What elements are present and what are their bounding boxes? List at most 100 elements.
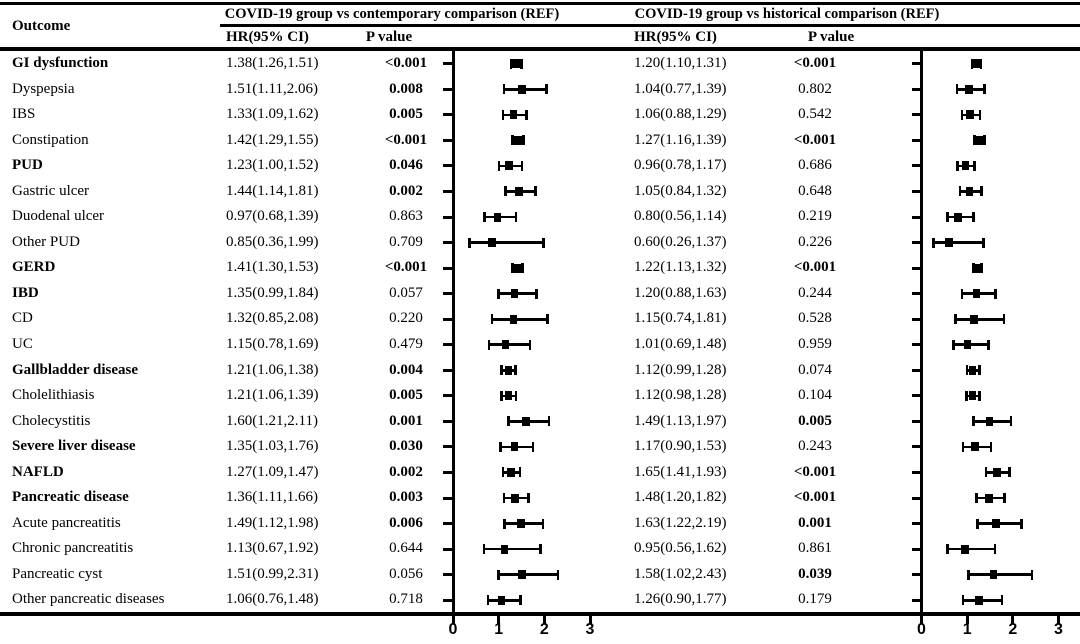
ci-bar (968, 573, 1033, 576)
ci-cap-low (501, 467, 505, 478)
row-axis-tick (443, 368, 453, 372)
ci-cap-high (993, 544, 997, 555)
ci-cap-low (499, 441, 502, 452)
hr-point-marker (961, 544, 969, 554)
ci-cap-high (527, 493, 530, 504)
outcome-label: Other PUD (12, 233, 80, 250)
hr-point-marker (513, 263, 522, 273)
ci-cap-high (541, 518, 545, 529)
hr-point-marker (512, 59, 520, 69)
ci-cap-high (971, 212, 975, 223)
hr-ci-value: 1.49(1.13,1.97) (634, 412, 727, 429)
outcome-label: Other pancreatic diseases (12, 591, 165, 608)
p-value: <0.001 (384, 131, 428, 148)
hr-ci-value: 1.15(0.74,1.81) (634, 310, 727, 327)
hr-ci-value: 1.15(0.78,1.69) (226, 335, 319, 352)
p-value: 0.220 (389, 310, 423, 327)
outcome-row: CD 1.32(0.85,2.08) 0.220 1.15(0.74,1.81) 0.5… (0, 306, 1080, 332)
hr-point-marker (497, 595, 506, 605)
ci-cap-low (954, 314, 957, 325)
ci-cap-high (978, 109, 982, 120)
row-axis-tick (911, 470, 922, 474)
ci-cap-low (500, 365, 503, 376)
p-value: 0.709 (389, 233, 423, 250)
p-value: 0.479 (389, 335, 423, 352)
hr-ci-value: 1.42(1.29,1.55) (226, 131, 319, 148)
x-axis-tick (451, 616, 455, 624)
p-value: 0.802 (798, 80, 832, 97)
hr-ci-value: 1.48(1.20,1.82) (634, 489, 727, 506)
p-value: 0.528 (798, 310, 832, 327)
hr-ci-value: 1.63(1.22,2.19) (634, 514, 727, 531)
hr-ci-value: 1.06(0.88,1.29) (634, 106, 727, 123)
ci-cap-high (520, 58, 523, 69)
p-value: <0.001 (384, 259, 428, 276)
hr-point-marker (954, 212, 962, 222)
x-axis-tick-label: 3 (585, 621, 595, 638)
ci-cap-high (525, 109, 528, 120)
row-axis-tick (443, 317, 453, 321)
ci-cap-high (542, 237, 545, 248)
hr-point-marker (488, 238, 496, 248)
ci-cap-high (982, 237, 986, 248)
row-axis-tick (911, 138, 922, 142)
row-axis-tick (443, 113, 453, 117)
hr-point-marker (501, 340, 510, 350)
hr-ci-value: 1.58(1.02,2.43) (634, 565, 727, 582)
p-value: 0.718 (389, 591, 423, 608)
hr-point-marker (985, 493, 993, 503)
top-border (0, 2, 1080, 5)
p-value: 0.008 (389, 80, 423, 97)
hr-ci-value: 1.49(1.12,1.98) (226, 514, 319, 531)
ci-cap-low (965, 390, 968, 401)
ci-cap-high (978, 390, 981, 401)
hr-point-marker (510, 442, 519, 452)
hr-point-marker (518, 84, 526, 94)
outcome-row: PUD 1.23(1.00,1.52) 0.046 0.96(0.78,1.17) 0.… (0, 153, 1080, 179)
outcome-row: Acute pancreatitis 1.49(1.12,1.98) 0.006 1.… (0, 511, 1080, 537)
ci-cap-high (978, 365, 981, 376)
hr-ci-value: 1.33(1.09,1.62) (226, 106, 319, 123)
p-value: 0.644 (389, 540, 423, 557)
p-value: 0.005 (798, 412, 832, 429)
ci-cap-low (507, 416, 510, 427)
p-value: 0.104 (798, 387, 832, 404)
hr-ci-value: 1.65(1.41,1.93) (634, 463, 727, 480)
ci-cap-low (504, 186, 507, 197)
p-value: 0.863 (389, 208, 423, 225)
hr-point-marker (504, 365, 512, 375)
row-axis-tick (911, 317, 922, 321)
hr-point-marker (975, 595, 983, 605)
hr-ci-value: 1.04(0.77,1.39) (634, 80, 727, 97)
hr-point-marker (511, 493, 519, 503)
hr-ci-value: 1.23(1.00,1.52) (226, 157, 319, 174)
ci-cap-low (497, 569, 500, 580)
p-value: 0.648 (798, 182, 832, 199)
hr-point-marker (972, 289, 981, 299)
group-header-historical: COVID-19 group vs historical comparison … (634, 6, 940, 22)
x-axis-tick-label: 0 (917, 621, 926, 638)
outcome-label: Gastric ulcer (12, 182, 90, 199)
hr-point-marker (971, 442, 979, 452)
hr-ci-value: 1.51(1.11,2.06) (226, 80, 318, 97)
row-axis-tick (443, 266, 453, 270)
ci-cap-high (514, 212, 518, 223)
hr-ci-value: 1.44(1.14,1.81) (226, 182, 319, 199)
row-axis-tick (911, 496, 922, 500)
ci-cap-low (510, 135, 514, 146)
hr-ci-value: 1.22(1.13,1.32) (634, 259, 727, 276)
ci-bar (947, 547, 996, 551)
ci-cap-low (501, 109, 505, 120)
p-value: 0.005 (389, 387, 423, 404)
ci-cap-high (980, 186, 983, 197)
ci-cap-low (932, 237, 935, 248)
ci-cap-high (980, 263, 983, 274)
p-value: 0.686 (798, 157, 832, 174)
outcome-label: Acute pancreatitis (12, 514, 121, 531)
hr-point-marker (493, 212, 502, 222)
ci-cap-high (539, 544, 542, 555)
x-axis-tick (542, 616, 546, 624)
row-axis-tick (443, 87, 453, 91)
row-axis-tick (911, 573, 922, 577)
x-axis-tick-label: 0 (448, 621, 458, 638)
